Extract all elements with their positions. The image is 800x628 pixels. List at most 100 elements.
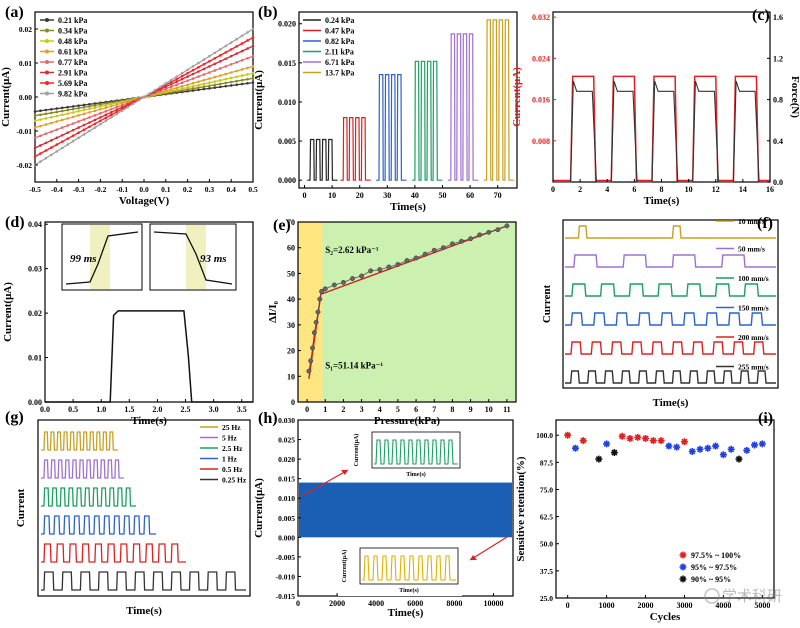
series-line bbox=[448, 33, 479, 181]
inset-1: 99 ms bbox=[61, 223, 143, 291]
data-point bbox=[251, 36, 255, 39]
data-point bbox=[308, 358, 314, 364]
data-point bbox=[148, 92, 151, 95]
data-point bbox=[322, 286, 328, 292]
data-point bbox=[665, 442, 673, 450]
data-point bbox=[180, 89, 184, 92]
legend-label: 255 mm/s bbox=[738, 363, 769, 372]
data-point bbox=[71, 134, 75, 137]
chart-d: 0.0 0.5 1.0 1.5 2.0 2.5 3.0 3.5 0.00 0.01 0.02 0.03… bbox=[2, 220, 254, 427]
data-point bbox=[679, 551, 687, 559]
data-point bbox=[235, 79, 238, 83]
data-point bbox=[39, 113, 42, 117]
data-point bbox=[229, 84, 233, 87]
x-tick-label: 2000 bbox=[638, 601, 654, 610]
data-point bbox=[77, 104, 80, 107]
data-point bbox=[110, 113, 113, 117]
x-axis-label: Pressure(kPa) bbox=[374, 415, 441, 427]
data-point bbox=[55, 150, 59, 153]
x-tick-label: 11 bbox=[503, 405, 511, 414]
data-point bbox=[33, 155, 37, 158]
y-axis-label: Current bbox=[541, 285, 553, 324]
data-point bbox=[175, 80, 178, 83]
data-point bbox=[44, 141, 48, 145]
data-point bbox=[315, 309, 321, 315]
chart-b: 0 10 20 30 40 50 60 70 0.000 0.005 0.010 0.015 0.020… bbox=[253, 11, 518, 213]
y-tick-label: 0.00 bbox=[28, 398, 42, 407]
x-tick-label: -0.4 bbox=[51, 185, 63, 194]
data-point bbox=[180, 84, 184, 88]
data-point bbox=[104, 109, 108, 113]
data-point bbox=[350, 276, 355, 282]
y-tick-label: 50 bbox=[287, 269, 295, 278]
data-point bbox=[229, 48, 233, 51]
data-point bbox=[197, 88, 200, 92]
data-point bbox=[224, 81, 228, 85]
x-tick-label: 1 bbox=[323, 405, 327, 414]
data-point bbox=[202, 85, 206, 89]
panel-label: (e) bbox=[273, 217, 291, 234]
chart-f: 10 mm/s 50 mm/s 100 mm/s 150 mm/s 200 mm/s 25… bbox=[541, 217, 779, 409]
data-point bbox=[712, 442, 720, 450]
data-point bbox=[477, 232, 483, 238]
x-tick-label: 20 bbox=[356, 191, 364, 200]
data-point bbox=[213, 75, 217, 79]
x-tick-label: 10 bbox=[328, 191, 336, 200]
inset-y-label: Current(μA) bbox=[341, 550, 348, 583]
y-tick-label: -0.010 bbox=[276, 572, 296, 581]
data-point bbox=[224, 84, 228, 88]
y-tick-label: 10 bbox=[287, 372, 295, 381]
legend-label: 10 mm/s bbox=[738, 217, 765, 226]
data-point bbox=[39, 134, 42, 138]
x-tick-label: 2 bbox=[578, 185, 582, 194]
y-tick-label: -0.02 bbox=[16, 161, 32, 170]
data-point bbox=[82, 103, 86, 107]
x-tick-label: 6 bbox=[414, 405, 418, 414]
panel-label: (c) bbox=[752, 7, 770, 24]
x-tick-label: 14 bbox=[739, 185, 747, 194]
x-tick-label: 4 bbox=[605, 185, 609, 194]
data-point bbox=[50, 107, 53, 111]
data-point bbox=[88, 105, 91, 108]
data-point bbox=[213, 57, 217, 60]
y-tick-label: 0.015 bbox=[278, 475, 295, 484]
data-point bbox=[213, 80, 217, 83]
data-point bbox=[657, 437, 665, 445]
x-axis-label: Time(s) bbox=[388, 607, 424, 619]
data-point bbox=[235, 61, 238, 64]
series-line bbox=[483, 19, 515, 181]
data-point bbox=[169, 78, 173, 82]
data-point bbox=[246, 56, 249, 60]
x-axis-label: Voltage(V) bbox=[119, 195, 170, 207]
data-point bbox=[88, 111, 91, 114]
data-point bbox=[175, 83, 178, 87]
data-point bbox=[120, 103, 124, 107]
data-point bbox=[191, 87, 195, 90]
data-point bbox=[93, 109, 97, 113]
series-line bbox=[565, 254, 776, 268]
data-point bbox=[93, 122, 97, 126]
inset-1: Time(s) Current(μA) bbox=[350, 430, 464, 480]
data-point bbox=[93, 126, 97, 129]
x-tick-label: 9 bbox=[469, 405, 473, 414]
arrow-head bbox=[341, 470, 348, 475]
legend-label: 0.21 kPa bbox=[58, 16, 87, 25]
data-point bbox=[169, 80, 173, 84]
x-tick-label: 3 bbox=[360, 405, 364, 414]
data-point bbox=[50, 121, 53, 125]
y-tick-label: 25.0 bbox=[540, 594, 553, 603]
data-point bbox=[246, 66, 249, 70]
data-point bbox=[240, 49, 244, 53]
y-tick-label: -0.015 bbox=[276, 592, 296, 601]
legend-marker bbox=[45, 70, 49, 75]
y-axis-label: Force(N) bbox=[789, 76, 800, 118]
data-point bbox=[186, 88, 189, 91]
data-point bbox=[44, 132, 48, 136]
data-point bbox=[251, 27, 255, 31]
y-axis-label: Current(μA) bbox=[0, 67, 12, 127]
response-time-label: 99 ms bbox=[70, 253, 97, 265]
data-point bbox=[191, 84, 195, 88]
data-point bbox=[44, 112, 48, 116]
data-point bbox=[191, 65, 195, 68]
inset-y-label: Current(μA) bbox=[353, 434, 360, 467]
